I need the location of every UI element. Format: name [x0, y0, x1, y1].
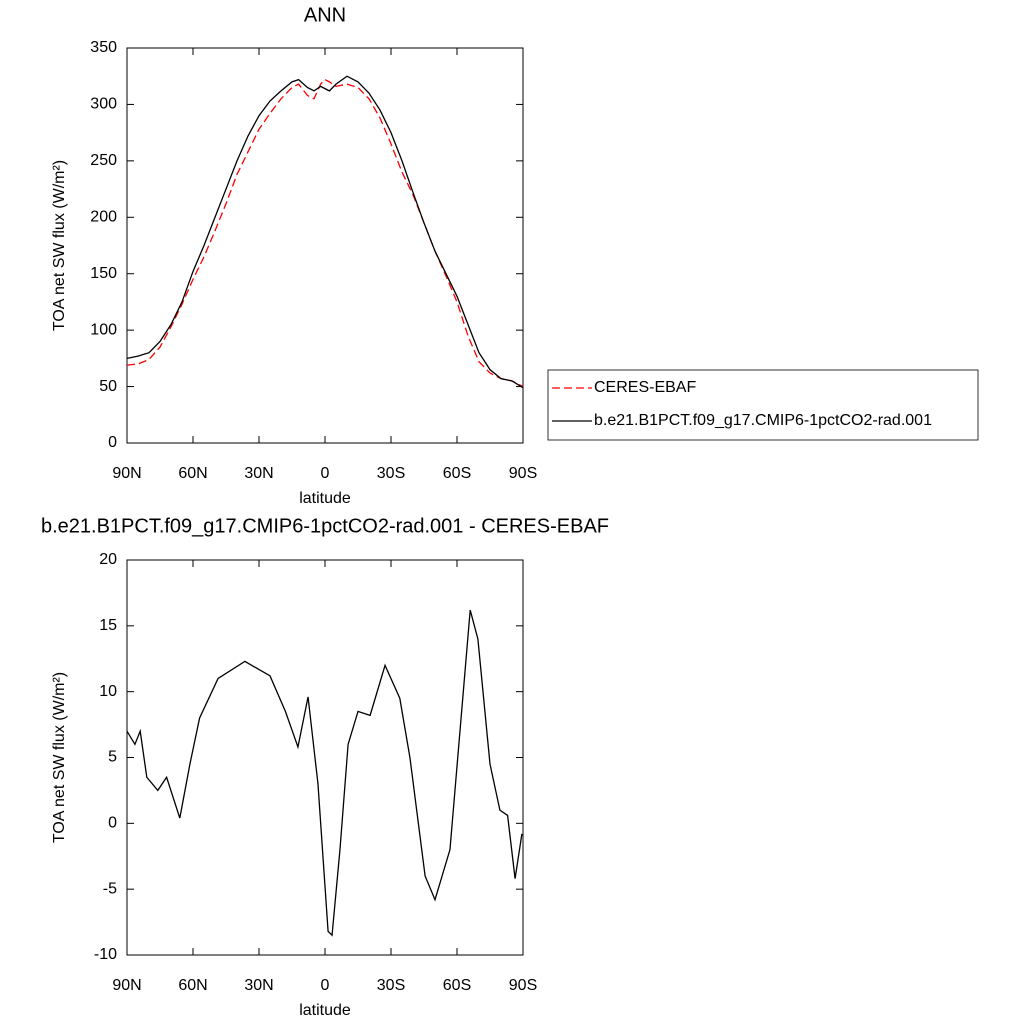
- x-tick-label: 0: [321, 977, 330, 994]
- x-axis-label: latitude: [299, 1002, 351, 1019]
- line-series: [126, 78, 524, 388]
- x-tick-label: 90S: [509, 465, 537, 482]
- x-tick-label: 60N: [178, 465, 207, 482]
- chart-title: b.e21.B1PCT.f09_g17.CMIP6-1pctCO2-rad.00…: [41, 515, 609, 537]
- legend-label: CERES-EBAF: [594, 379, 696, 396]
- chart-title: ANN: [304, 4, 346, 26]
- y-tick-label: 200: [90, 209, 117, 226]
- plot-frame: [126, 47, 524, 444]
- x-tick-label: 30N: [244, 977, 273, 994]
- x-tick-label: 60N: [178, 977, 207, 994]
- legend-label: b.e21.B1PCT.f09_g17.CMIP6-1pctCO2-rad.00…: [594, 412, 932, 429]
- line-series: [126, 75, 524, 389]
- x-tick-label: 90N: [112, 465, 141, 482]
- x-tick-label: 90S: [509, 977, 537, 994]
- y-tick-label: 15: [99, 617, 117, 634]
- y-tick-label: -10: [94, 946, 117, 963]
- y-tick-label: 5: [108, 749, 117, 766]
- x-tick-label: 30S: [377, 977, 405, 994]
- x-tick-label: 60S: [443, 465, 471, 482]
- y-tick-label: 0: [108, 434, 117, 451]
- y-axis-label: TOA net SW flux (W/m²): [51, 672, 68, 843]
- y-tick-label: 350: [90, 39, 117, 56]
- x-tick-label: 0: [321, 465, 330, 482]
- y-tick-label: -5: [103, 880, 117, 897]
- x-axis-label: latitude: [299, 490, 351, 507]
- y-tick-label: 250: [90, 152, 117, 169]
- y-tick-label: 100: [90, 321, 117, 338]
- line-series: [126, 609, 523, 937]
- y-tick-label: 0: [108, 815, 117, 832]
- legend-box: [547, 369, 979, 441]
- x-tick-label: 30S: [377, 465, 405, 482]
- y-tick-label: 300: [90, 96, 117, 113]
- y-tick-label: 50: [99, 378, 117, 395]
- x-tick-label: 90N: [112, 977, 141, 994]
- x-tick-label: 60S: [443, 977, 471, 994]
- y-tick-label: 150: [90, 265, 117, 282]
- y-tick-label: 10: [99, 683, 117, 700]
- y-tick-label: 20: [99, 551, 117, 568]
- y-axis-label: TOA net SW flux (W/m²): [51, 160, 68, 331]
- x-tick-label: 30N: [244, 465, 273, 482]
